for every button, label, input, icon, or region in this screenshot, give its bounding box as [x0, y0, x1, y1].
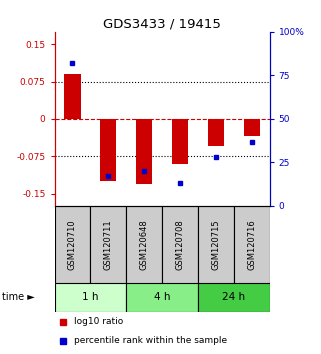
Text: percentile rank within the sample: percentile rank within the sample	[74, 336, 227, 346]
FancyBboxPatch shape	[55, 282, 126, 312]
Bar	[136, 119, 152, 184]
FancyBboxPatch shape	[55, 206, 91, 282]
Text: GSM120715: GSM120715	[211, 219, 221, 270]
Text: GSM120716: GSM120716	[247, 219, 256, 270]
FancyBboxPatch shape	[162, 206, 198, 282]
FancyBboxPatch shape	[126, 282, 198, 312]
Text: GSM120710: GSM120710	[68, 219, 77, 270]
Text: GSM120708: GSM120708	[176, 219, 185, 270]
Text: 24 h: 24 h	[222, 292, 245, 302]
Text: log10 ratio: log10 ratio	[74, 317, 123, 326]
Bar	[65, 74, 81, 119]
Text: GSM120648: GSM120648	[140, 219, 149, 270]
FancyBboxPatch shape	[198, 282, 270, 312]
Text: time ►: time ►	[2, 292, 34, 302]
Title: GDS3433 / 19415: GDS3433 / 19415	[103, 18, 221, 31]
FancyBboxPatch shape	[126, 206, 162, 282]
Bar	[100, 119, 117, 181]
FancyBboxPatch shape	[198, 206, 234, 282]
Text: GSM120711: GSM120711	[104, 219, 113, 270]
Text: 4 h: 4 h	[154, 292, 170, 302]
Bar	[172, 119, 188, 164]
Text: 1 h: 1 h	[82, 292, 99, 302]
FancyBboxPatch shape	[234, 206, 270, 282]
Bar	[208, 119, 224, 146]
Bar	[244, 119, 260, 136]
FancyBboxPatch shape	[91, 206, 126, 282]
